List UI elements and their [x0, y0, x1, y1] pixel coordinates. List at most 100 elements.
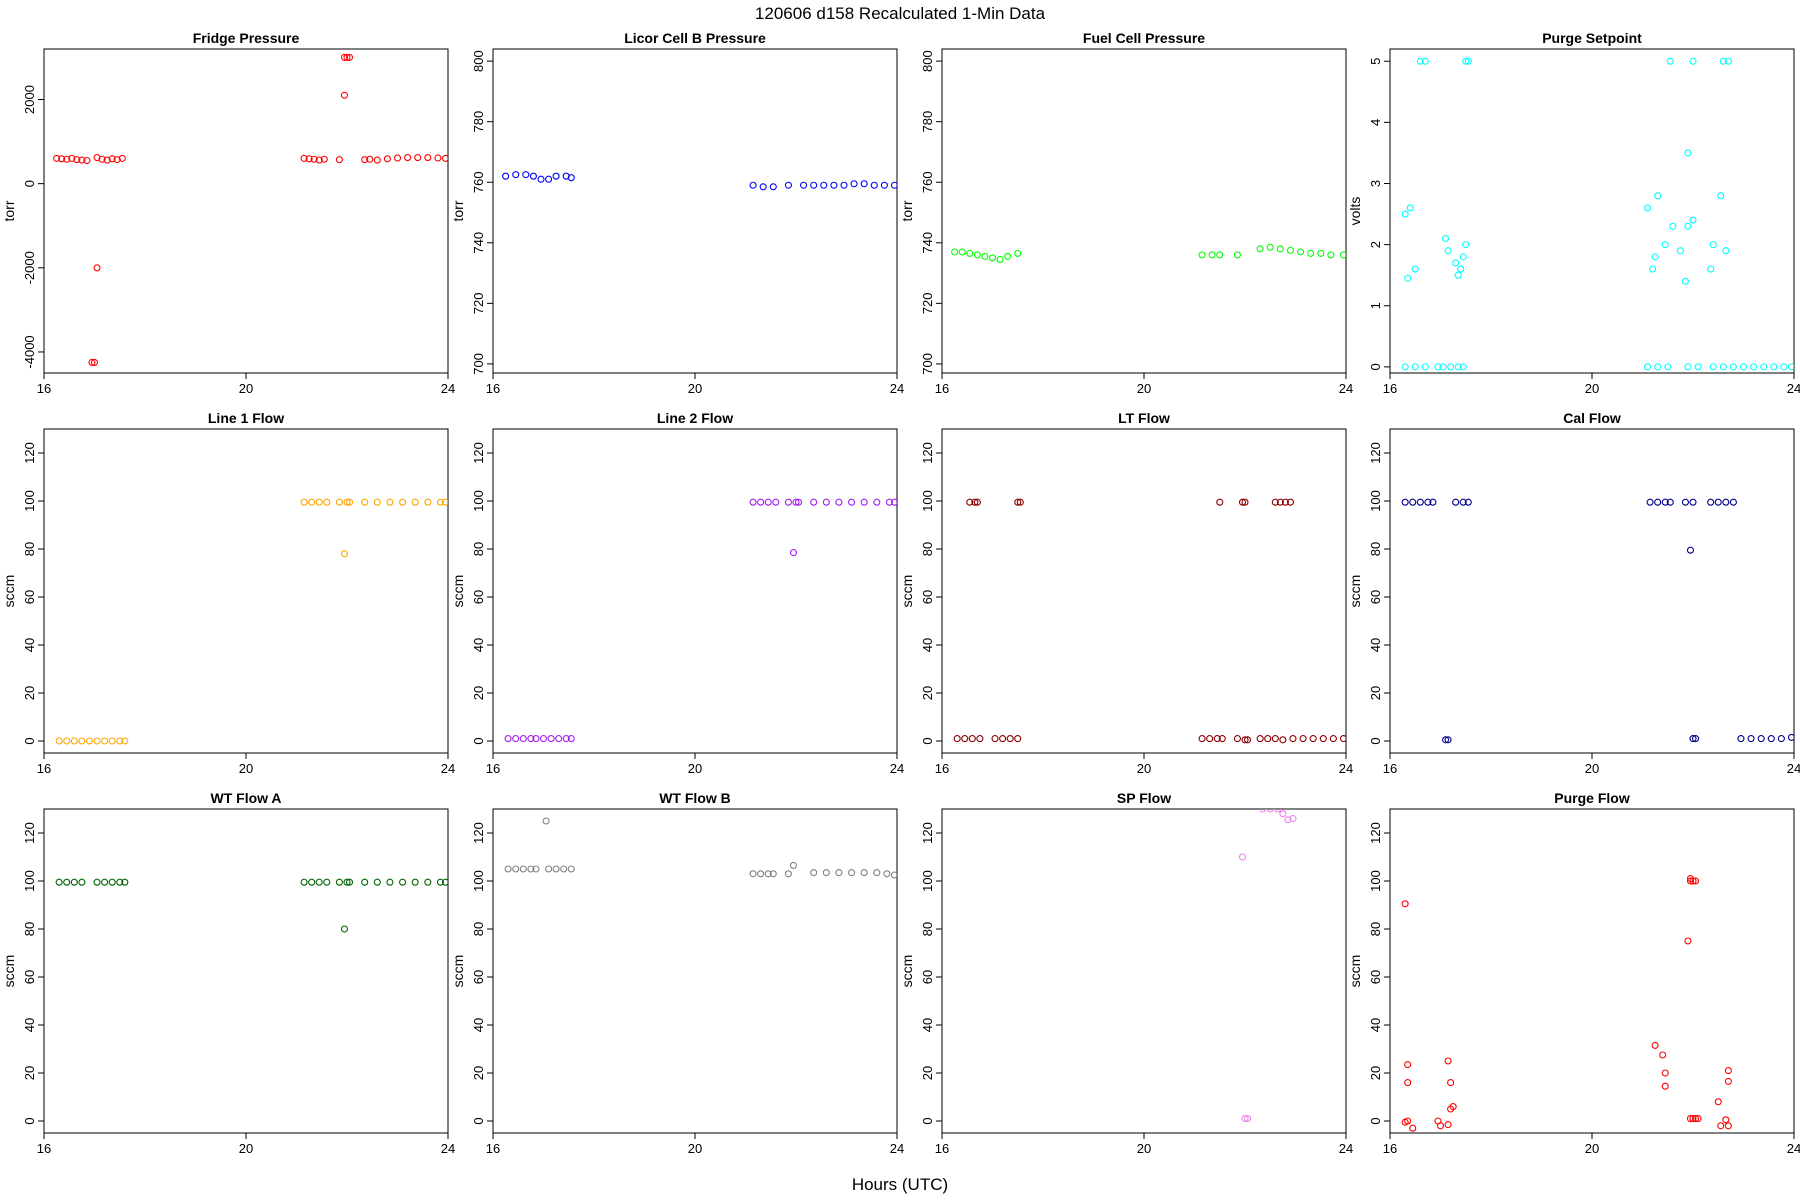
- y-tick-label: 120: [920, 442, 935, 464]
- y-tick-label: 0: [920, 1117, 935, 1124]
- y-tick-label: 20: [471, 1066, 486, 1080]
- data-point: [966, 249, 974, 257]
- data-point: [784, 498, 792, 506]
- y-tick-label: 760: [471, 171, 486, 193]
- data-point: [345, 878, 354, 886]
- data-point: [1464, 498, 1472, 506]
- y-tick-label: 80: [1368, 922, 1383, 936]
- y-tick-label: 2000: [22, 85, 37, 114]
- plot-frame: [1389, 48, 1795, 374]
- data-point: [1404, 1061, 1412, 1069]
- data-point: [1299, 735, 1307, 743]
- series-points: [55, 878, 448, 933]
- data-point: [991, 735, 999, 743]
- data-point: [93, 737, 101, 745]
- data-point: [789, 861, 798, 869]
- data-point: [951, 248, 959, 256]
- data-point: [512, 171, 520, 179]
- series-points: [504, 498, 897, 743]
- data-point: [1233, 251, 1241, 259]
- panel-line-1-flow: Line 1 Flow sccm 16 20 24 0 20 40 60 80 100 120: [1, 410, 455, 776]
- data-point: [1238, 853, 1247, 861]
- data-point: [1707, 498, 1715, 506]
- data-point: [411, 878, 419, 886]
- y-tick-label: 80: [22, 922, 37, 936]
- data-point: [1449, 1103, 1457, 1111]
- y-tick-label: 800: [471, 50, 486, 72]
- data-point: [1216, 498, 1224, 506]
- x-tick-label: 20: [1585, 381, 1599, 396]
- data-point: [1459, 363, 1467, 371]
- data-point: [542, 817, 550, 825]
- data-point: [1256, 245, 1264, 253]
- data-point: [343, 878, 351, 886]
- data-point: [996, 255, 1004, 263]
- x-tick-label: 20: [1585, 1141, 1599, 1156]
- data-point: [971, 498, 979, 506]
- data-point: [373, 878, 381, 886]
- data-point: [1276, 498, 1284, 506]
- data-point: [883, 870, 891, 878]
- data-point: [1686, 877, 1695, 885]
- data-point: [1717, 192, 1725, 200]
- data-point: [757, 870, 765, 878]
- y-tick-label: 60: [22, 970, 37, 984]
- x-tick-label: 24: [1339, 761, 1353, 776]
- data-point: [1661, 241, 1669, 249]
- data-point: [340, 91, 349, 99]
- data-point: [320, 155, 328, 163]
- data-point: [93, 878, 101, 886]
- x-tick-label: 20: [1137, 1141, 1151, 1156]
- x-tick-label: 20: [239, 1141, 253, 1156]
- data-point: [890, 871, 897, 879]
- data-point: [1724, 1067, 1732, 1075]
- panel-title: Licor Cell B Pressure: [624, 30, 766, 46]
- y-tick-label: 40: [920, 1018, 935, 1032]
- y-tick-label: 60: [22, 590, 37, 604]
- data-point: [58, 155, 66, 163]
- data-point: [1689, 498, 1697, 506]
- data-point: [103, 156, 111, 164]
- data-point: [1462, 57, 1470, 65]
- data-point: [822, 498, 830, 506]
- data-point: [1787, 733, 1794, 741]
- x-tick-label: 16: [486, 381, 500, 396]
- data-point: [1309, 735, 1317, 743]
- data-point: [512, 735, 520, 743]
- data-point: [504, 735, 512, 743]
- data-point: [860, 869, 868, 877]
- data-point: [544, 175, 553, 183]
- data-point: [1297, 248, 1305, 256]
- x-tick-label: 20: [688, 761, 702, 776]
- data-point: [1659, 1051, 1667, 1059]
- data-point: [1454, 363, 1462, 371]
- data-point: [567, 735, 575, 743]
- panel-licor-cell-b-pressure: Licor Cell B Pressure torr 16 20 24 700 720 740…: [450, 30, 904, 396]
- y-tick-label: 120: [1368, 442, 1383, 464]
- data-point: [1669, 222, 1677, 230]
- data-point: [441, 498, 448, 506]
- data-point: [1457, 265, 1465, 273]
- data-point: [78, 878, 86, 886]
- x-tick-label: 24: [1787, 1141, 1800, 1156]
- data-point: [1747, 735, 1755, 743]
- data-point: [981, 252, 989, 260]
- data-point: [63, 155, 71, 163]
- data-point: [1436, 1122, 1445, 1130]
- y-axis-label: sccm: [1, 955, 17, 988]
- data-point: [1654, 498, 1662, 506]
- data-point: [749, 498, 757, 506]
- y-axis-label: volts: [1347, 197, 1363, 226]
- data-point: [63, 737, 71, 745]
- data-point: [1770, 363, 1778, 371]
- data-point: [547, 735, 555, 743]
- data-point: [850, 180, 858, 188]
- data-point: [749, 181, 757, 189]
- data-point: [340, 550, 349, 558]
- data-point: [1274, 809, 1282, 813]
- data-point: [361, 156, 369, 164]
- y-tick-label: 40: [920, 638, 935, 652]
- data-point: [308, 878, 316, 886]
- x-tick-label: 16: [1383, 761, 1397, 776]
